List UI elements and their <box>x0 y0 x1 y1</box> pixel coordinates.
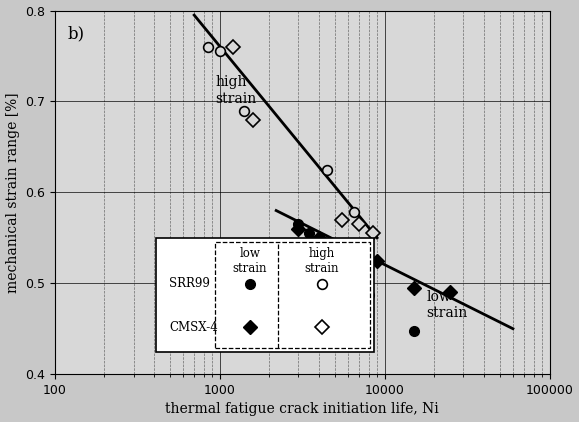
FancyBboxPatch shape <box>156 238 374 352</box>
Text: strain: strain <box>233 262 267 275</box>
Text: low
strain: low strain <box>427 290 468 320</box>
Text: CMSX-4: CMSX-4 <box>169 321 218 334</box>
Text: strain: strain <box>305 262 339 275</box>
Text: b): b) <box>67 25 85 42</box>
Text: high
strain: high strain <box>215 76 256 106</box>
X-axis label: thermal fatigue crack initiation life, Ni: thermal fatigue crack initiation life, N… <box>165 403 439 417</box>
Y-axis label: mechanical strain range [%]: mechanical strain range [%] <box>6 92 20 293</box>
Text: high: high <box>309 247 335 260</box>
Text: low: low <box>239 247 261 260</box>
Text: SRR99: SRR99 <box>169 277 210 290</box>
